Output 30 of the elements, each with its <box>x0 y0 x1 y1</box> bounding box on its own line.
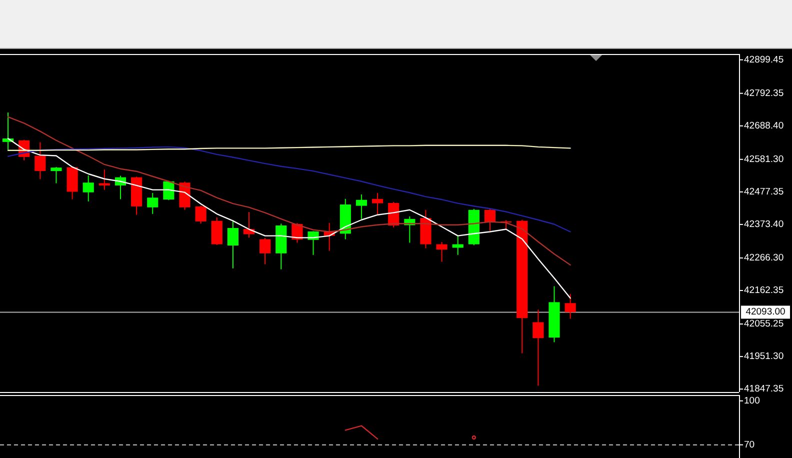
y-tick-label: 42899.45 <box>744 54 784 66</box>
candlestick <box>436 242 448 262</box>
candlestick <box>532 309 544 386</box>
candlestick <box>50 166 62 184</box>
candlestick <box>484 208 496 232</box>
candlestick <box>195 205 206 224</box>
candlestick <box>98 168 110 190</box>
y-tick-label: 42581.30 <box>744 154 784 165</box>
line-series <box>7 116 571 266</box>
y-tick-label: 100 <box>744 395 760 406</box>
y-tick-label: 42055.25 <box>744 318 784 330</box>
y-tick-label: 42477.35 <box>744 186 784 198</box>
y-tick-label: 42162.35 <box>744 284 784 296</box>
candlestick <box>260 238 271 265</box>
candlestick <box>82 174 94 202</box>
y-tick-label: 42266.30 <box>744 252 784 264</box>
candlestick <box>227 220 238 269</box>
candlestick <box>34 142 46 180</box>
y-tick-label: 41847.35 <box>744 384 784 395</box>
y-tick-label: 42373.40 <box>744 218 784 230</box>
candlestick <box>564 294 576 320</box>
candlestick <box>147 192 158 214</box>
y-tick-label: 42792.35 <box>744 88 784 99</box>
y-tick-label: 42688.40 <box>744 120 784 132</box>
candlestick <box>372 192 384 216</box>
ref-line-label: 42093.00 <box>746 306 786 318</box>
candlestick <box>356 194 368 220</box>
y-tick-label: 41951.30 <box>744 351 784 362</box>
candlestick <box>211 216 222 246</box>
y-tick-label: 70 <box>744 439 755 450</box>
